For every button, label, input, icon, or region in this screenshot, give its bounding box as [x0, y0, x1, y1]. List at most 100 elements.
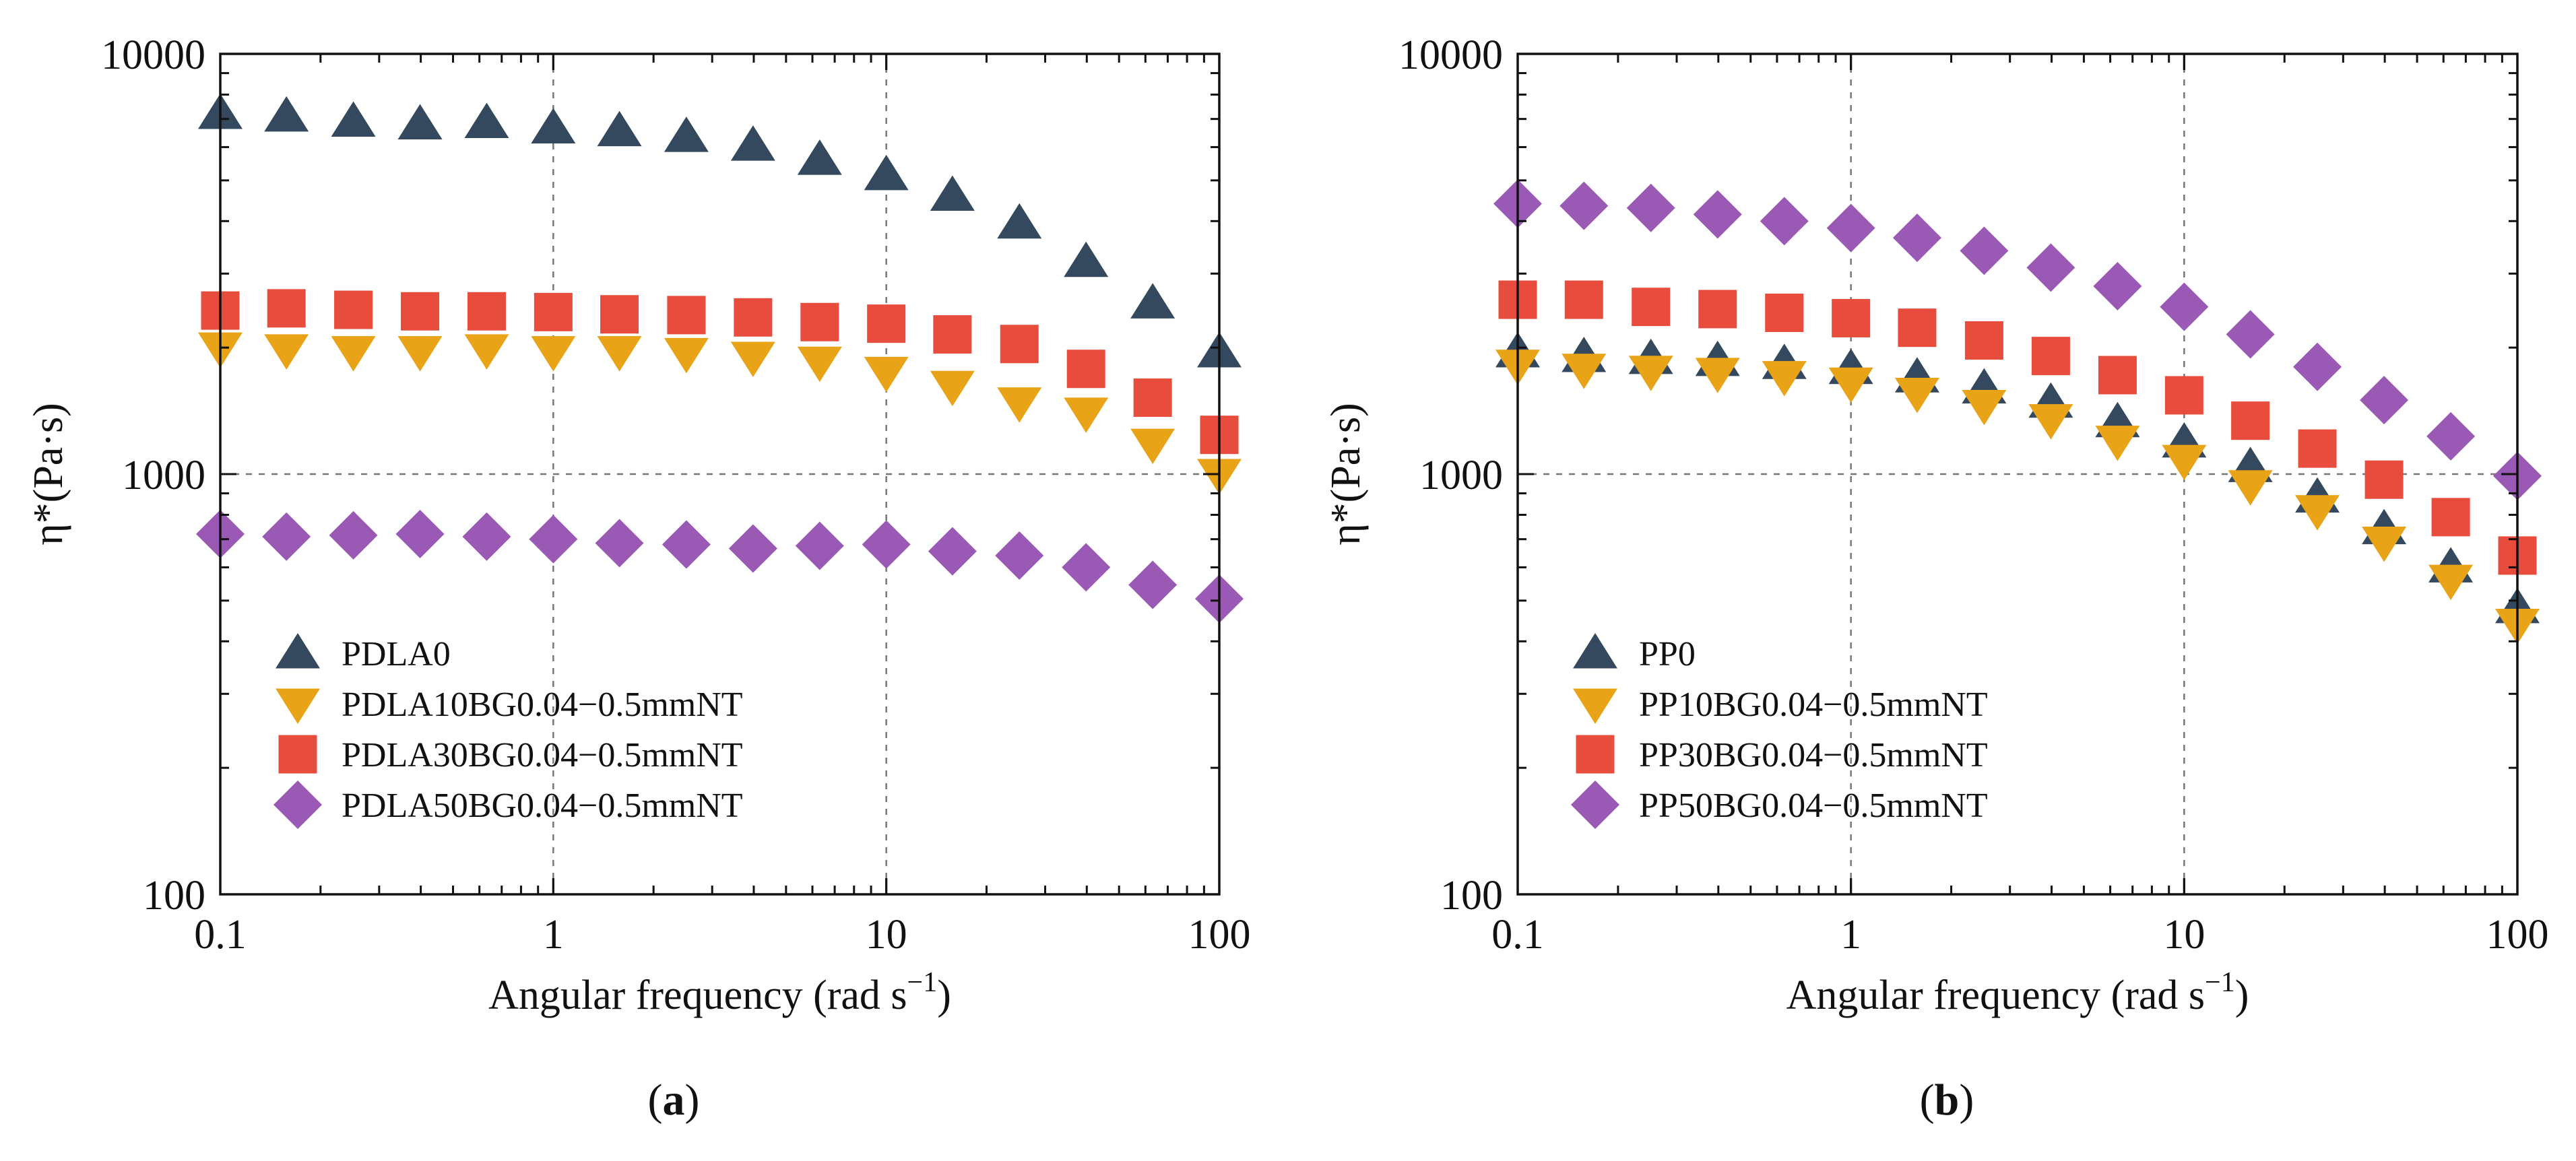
y-tick-label: 10000 — [101, 32, 205, 78]
data-markers — [196, 94, 1244, 624]
data-point-diamond — [2293, 342, 2342, 391]
data-point-triangle-up — [597, 110, 642, 147]
y-tick-label: 1000 — [122, 453, 205, 498]
grid-lines — [220, 54, 1219, 894]
data-point-triangle-up — [997, 203, 1042, 239]
legend-marker-triangle-up — [276, 633, 320, 669]
legend-symbol — [1573, 633, 1617, 669]
y-tick-label: 100 — [1440, 873, 1503, 919]
x-tick-label: 100 — [2486, 912, 2549, 958]
legend-marker-diamond — [1571, 781, 1619, 829]
data-point-square — [334, 290, 373, 329]
data-point-triangle-down — [1695, 358, 1740, 393]
data-point-diamond — [1062, 543, 1111, 592]
legend-label: PP10BG0.04−0.5mmNT — [1639, 686, 1988, 724]
grid-lines — [1518, 54, 2517, 894]
x-tick-label: 1 — [1840, 912, 1861, 958]
data-point-triangle-down — [2162, 444, 2207, 481]
data-point-triangle-up — [930, 175, 975, 211]
data-point-square — [867, 304, 906, 343]
data-point-triangle-down — [531, 336, 576, 372]
x-tick-label: 100 — [1188, 912, 1251, 958]
data-point-square — [667, 296, 706, 335]
data-point-square — [1964, 321, 2003, 360]
axis-ticks — [219, 53, 1221, 896]
data-point-triangle-up — [531, 108, 576, 144]
x-tick-label: 10 — [2163, 912, 2205, 958]
legend-symbol — [276, 688, 320, 724]
legend-label: PDLA30BG0.04−0.5mmNT — [342, 736, 743, 774]
data-point-triangle-down — [1762, 361, 1807, 397]
data-point-diamond — [2426, 411, 2476, 461]
x-tick-label: 0.1 — [194, 912, 247, 958]
legend-label: PDLA10BG0.04−0.5mmNT — [342, 686, 743, 724]
legend-symbol — [1576, 735, 1615, 774]
data-point-square — [600, 295, 639, 334]
data-point-square — [933, 315, 972, 354]
data-point-triangle-down — [730, 341, 775, 378]
data-point-diamond — [662, 520, 711, 569]
data-point-triangle-down — [464, 334, 509, 370]
data-point-square — [1000, 325, 1039, 364]
legend: PP0 PP10BG0.04−0.5mmNT PP30BG0.04−0.5mmN… — [1571, 633, 1988, 829]
y-axis-title: η*(Pa·s) — [1323, 403, 1369, 545]
data-point-diamond — [1693, 190, 1742, 239]
data-point-square — [2164, 376, 2203, 415]
data-point-square — [2031, 337, 2070, 376]
data-point-square — [2231, 401, 2270, 440]
legend-marker-square — [278, 735, 317, 774]
data-point-square — [1698, 290, 1737, 329]
data-point-triangle-down — [997, 387, 1042, 423]
data-point-square — [1133, 378, 1172, 418]
data-point-square — [1066, 350, 1105, 389]
data-point-diamond — [2093, 261, 2142, 310]
data-point-square — [1898, 308, 1937, 347]
x-tick-label: 10 — [866, 912, 907, 958]
data-point-diamond — [1559, 181, 1609, 230]
x-axis-title: Angular frequency (rad s−1) — [488, 967, 951, 1018]
data-point-triangle-down — [397, 336, 443, 372]
data-markers — [1493, 179, 2542, 644]
data-point-triangle-down — [597, 336, 642, 372]
data-point-square — [2431, 498, 2470, 537]
y-tick-label: 10000 — [1398, 32, 1503, 78]
legend-marker-triangle-down — [1573, 688, 1617, 724]
data-point-square — [800, 302, 839, 341]
data-point-diamond — [1960, 226, 2009, 275]
data-point-diamond — [995, 531, 1044, 580]
data-point-diamond — [1626, 183, 1675, 232]
data-point-square — [534, 292, 573, 331]
data-point-triangle-up — [664, 117, 709, 152]
data-point-triangle-down — [1561, 354, 1607, 389]
data-point-diamond — [1892, 213, 1941, 263]
data-point-triangle-up — [264, 96, 309, 132]
data-point-triangle-up — [397, 104, 443, 140]
data-point-diamond — [1128, 560, 1178, 609]
data-point-triangle-down — [2362, 527, 2407, 562]
data-point-triangle-down — [1064, 397, 1109, 433]
data-point-triangle-down — [264, 334, 309, 370]
legend-marker-triangle-down — [276, 688, 320, 724]
data-point-triangle-down — [797, 346, 842, 383]
data-point-triangle-down — [1894, 377, 1939, 413]
data-point-triangle-down — [1828, 367, 1873, 403]
data-point-diamond — [595, 519, 644, 568]
legend-symbol — [1573, 688, 1617, 724]
legend-symbol — [276, 633, 320, 669]
data-point-square — [734, 298, 773, 337]
data-point-diamond — [329, 510, 378, 560]
y-axis-title: η*(Pa·s) — [26, 403, 71, 545]
legend-label: PDLA0 — [342, 635, 451, 673]
legend-label: PP30BG0.04−0.5mmNT — [1639, 736, 1988, 774]
data-point-diamond — [2360, 376, 2409, 425]
chart-panel-b: 0.1 1 10 100 100 1000 10000 Angular freq… — [1323, 32, 2549, 1125]
data-point-triangle-down — [1962, 389, 2007, 426]
data-point-diamond — [2026, 243, 2075, 292]
data-point-triangle-down — [2228, 470, 2273, 506]
data-point-diamond — [462, 512, 511, 561]
data-point-triangle-down — [2028, 404, 2073, 440]
data-point-square — [1765, 293, 1804, 332]
data-point-triangle-down — [930, 370, 975, 407]
data-point-triangle-down — [664, 337, 709, 374]
